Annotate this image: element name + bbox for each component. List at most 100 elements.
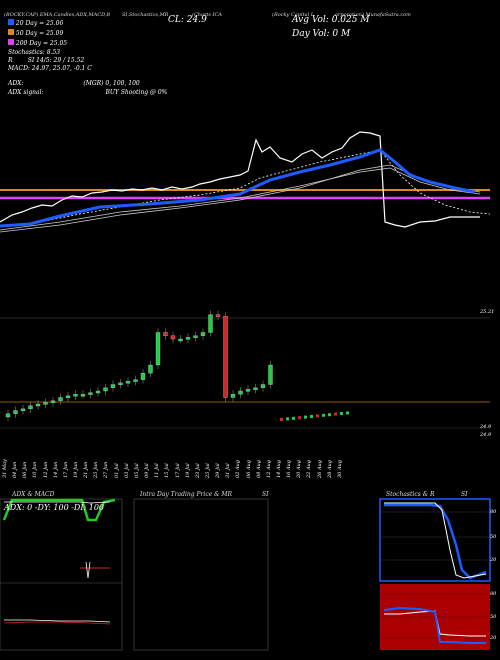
mr-panel-title: Intra Day Trading Price & MR: [140, 491, 233, 498]
ema200-text: 200 Day = 25.05: [15, 40, 68, 47]
stoch-panel-title: Stochastics & R: [386, 491, 435, 498]
ema20-text: 20 Day = 25.06: [15, 20, 64, 27]
candle: [133, 379, 138, 382]
adx-line2-values: BUY Shooting @ 0%: [105, 89, 168, 96]
ema-200-line: [0, 167, 481, 231]
volume-candle: [334, 412, 337, 416]
price-label-upper: 25.21: [480, 309, 495, 315]
adx-panel-title: ADX & MACD: [12, 491, 55, 498]
x-tick-label: 22 Aug: [306, 460, 313, 478]
x-tick-label: 01 Jul: [113, 463, 120, 478]
candle: [230, 394, 236, 398]
header-left: (ROCKY.CAP) EMA,Candles,ADX,MACD,B: [4, 12, 111, 18]
stoch-frame: [379, 498, 491, 582]
candle: [50, 400, 56, 403]
candle: [73, 394, 78, 397]
candle: [163, 332, 168, 336]
candle: [13, 410, 18, 414]
volume-candle: [280, 418, 283, 421]
rsi-tick-20: 20: [490, 635, 497, 641]
x-tick-label: 02 Aug: [235, 460, 242, 478]
volume-candle: [286, 417, 289, 421]
ema-blue-line: [0, 148, 476, 228]
price-label-lower1: 24.9: [480, 424, 492, 430]
candle: [268, 364, 273, 385]
x-tick-label: 29 Jul: [215, 463, 222, 478]
adx-line2-label: ADX signal:: [8, 89, 44, 96]
x-tick-label: 06 Aug: [245, 460, 252, 478]
rsi-label: R SI 14/5: 29 / 15.52: [8, 57, 84, 64]
x-tick-label: 17 Jun: [62, 461, 69, 478]
ema50-swatch: [8, 29, 14, 35]
x-tick-label: 23 Jul: [194, 463, 201, 478]
ema200-swatch: [8, 39, 14, 45]
candle: [215, 314, 221, 317]
candle: [260, 384, 266, 388]
header-right: (Rocky Capital I: [272, 12, 313, 18]
candle: [110, 384, 116, 388]
x-tick-label: 31 Jul: [225, 463, 232, 478]
candle: [88, 392, 93, 395]
x-tick-label: 11 Jul: [154, 463, 161, 478]
candle: [20, 408, 26, 412]
macd-label: MACD: 24.97, 25.07, -0.1 C: [8, 65, 92, 72]
price-label-lower2: 24.9: [480, 432, 492, 438]
x-tick-label: 05 Jul: [133, 463, 140, 478]
candle: [95, 390, 101, 394]
ema-20-line: [0, 149, 491, 227]
x-tick-label: 28 Aug: [326, 460, 333, 478]
candle: [35, 403, 41, 407]
candle: [238, 390, 243, 395]
stoch-tick-50: 50: [490, 534, 497, 540]
x-tick-label: 06 Jun: [22, 461, 29, 478]
candle: [58, 397, 63, 401]
candle: [185, 337, 191, 340]
candle: [28, 405, 33, 410]
x-tick-label: 20 Aug: [296, 460, 303, 478]
x-tick-label: 25 Jul: [204, 463, 211, 478]
candle: [223, 316, 228, 398]
volume-candle: [310, 415, 313, 418]
x-tick-label: 19 Jul: [184, 463, 191, 478]
rsi-tick-80: 80: [490, 591, 497, 597]
x-tick-label: 16 Aug: [286, 460, 293, 478]
x-tick-label: 03 Jul: [123, 463, 130, 478]
rsi-prefix: R: [8, 57, 13, 64]
adx-line1-values: (MGR) 0, 100, 100: [83, 80, 140, 87]
adx-values: ADX: 0 -DY: 100 -DI: 100: [4, 503, 105, 512]
x-tick-label: 15 Jul: [164, 463, 171, 478]
x-tick-label: 17 Jul: [174, 463, 181, 478]
mr-frame: [133, 498, 269, 651]
candles: [5, 310, 273, 421]
avg-vol-label: Avg Vol: 0.025 M: [292, 15, 370, 25]
x-tick-label: 09 Jul: [144, 463, 151, 478]
header-mid: SI,Stochastics,MR: [122, 12, 169, 18]
candle: [80, 394, 86, 397]
adx-panel: [0, 498, 123, 651]
x-tick-label: 31 May: [2, 459, 8, 478]
macd-signal-line: [3, 621, 111, 625]
x-tick-label: 26 Aug: [316, 460, 323, 478]
candle: [43, 402, 48, 405]
adx-marker: [85, 561, 91, 579]
header-right2: orporation) MunafaSutra.com: [335, 12, 411, 18]
candle: [125, 381, 131, 384]
candle: [193, 335, 198, 338]
day-vol-label: Day Vol: 0 M: [292, 29, 351, 39]
candle: [208, 314, 213, 333]
adx-line2: ADX signal: BUY Shooting @ 0%: [8, 89, 167, 96]
adx-green-line: [2, 498, 116, 522]
candle-panel: [0, 310, 490, 429]
candle: [118, 382, 123, 386]
x-tick-label: 12 Aug: [265, 460, 272, 478]
candle: [140, 372, 146, 380]
stoch-white-line: [384, 502, 487, 579]
mr-panel: [133, 498, 269, 651]
ema-panel: [0, 131, 491, 233]
candle: [148, 364, 153, 374]
candle: [103, 387, 108, 392]
x-tick-label: 30 Aug: [336, 460, 343, 478]
ema50-text: 50 Day = 25.09: [15, 30, 64, 37]
header-mid2: (Charts ICA: [192, 12, 222, 18]
